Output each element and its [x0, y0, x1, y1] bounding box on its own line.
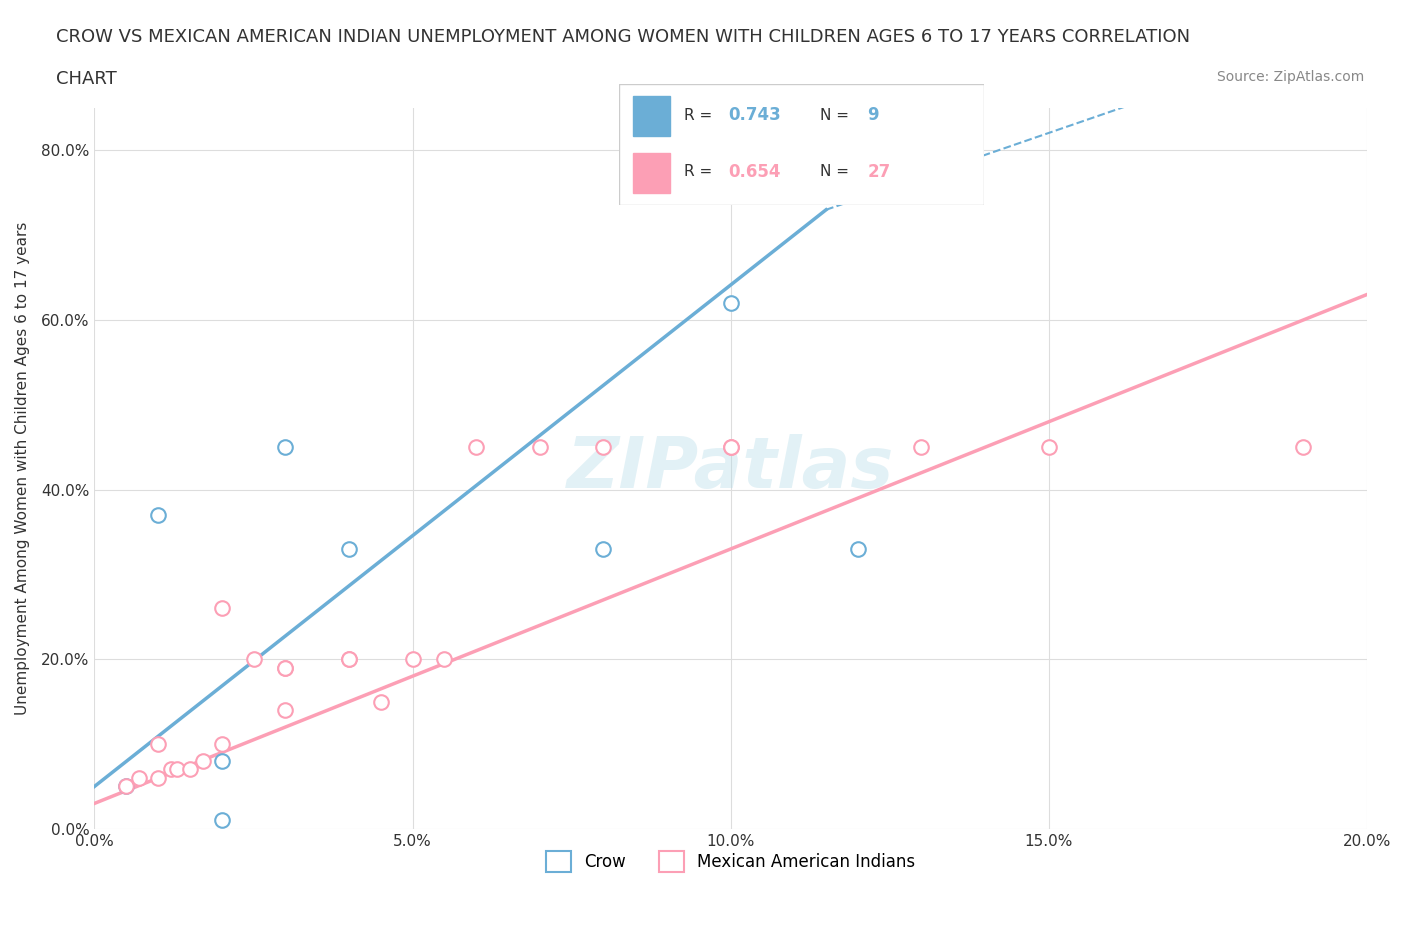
Text: Source: ZipAtlas.com: Source: ZipAtlas.com	[1216, 70, 1364, 84]
Point	[242, 652, 264, 667]
Point	[128, 771, 150, 786]
Text: CHART: CHART	[56, 70, 117, 87]
Point	[274, 440, 297, 455]
Bar	[633, 96, 669, 136]
Point	[146, 508, 169, 523]
Point	[529, 440, 551, 455]
Point	[211, 813, 233, 828]
Point	[146, 771, 169, 786]
Point	[401, 652, 423, 667]
Bar	[633, 153, 669, 193]
Point	[1038, 440, 1060, 455]
Point	[274, 660, 297, 675]
Point	[720, 440, 742, 455]
Point	[179, 762, 201, 777]
Point	[910, 440, 932, 455]
Legend: Crow, Mexican American Indians: Crow, Mexican American Indians	[538, 844, 922, 878]
Text: R =: R =	[685, 165, 717, 179]
Text: 0.654: 0.654	[728, 163, 780, 181]
Point	[191, 753, 214, 768]
Text: R =: R =	[685, 108, 717, 123]
Point	[211, 753, 233, 768]
Text: N =: N =	[820, 165, 853, 179]
Point	[274, 660, 297, 675]
Point	[274, 703, 297, 718]
Point	[720, 296, 742, 311]
Text: 27: 27	[868, 163, 890, 181]
Text: CROW VS MEXICAN AMERICAN INDIAN UNEMPLOYMENT AMONG WOMEN WITH CHILDREN AGES 6 TO: CROW VS MEXICAN AMERICAN INDIAN UNEMPLOY…	[56, 28, 1191, 46]
Point	[465, 440, 488, 455]
Point	[592, 440, 614, 455]
Point	[433, 652, 456, 667]
Point	[146, 737, 169, 751]
Text: N =: N =	[820, 108, 853, 123]
Point	[337, 652, 360, 667]
Point	[159, 762, 181, 777]
Point	[592, 541, 614, 556]
Point	[337, 541, 360, 556]
Point	[370, 694, 392, 709]
Point	[846, 541, 869, 556]
Point	[211, 737, 233, 751]
Point	[720, 440, 742, 455]
Y-axis label: Unemployment Among Women with Children Ages 6 to 17 years: Unemployment Among Women with Children A…	[15, 221, 30, 715]
Point	[211, 601, 233, 616]
Point	[166, 762, 188, 777]
Point	[115, 779, 138, 794]
Point	[1292, 440, 1315, 455]
Point	[115, 779, 138, 794]
Text: ZIPatlas: ZIPatlas	[567, 434, 894, 503]
Point	[337, 652, 360, 667]
Text: 0.743: 0.743	[728, 106, 782, 124]
Text: 9: 9	[868, 106, 879, 124]
